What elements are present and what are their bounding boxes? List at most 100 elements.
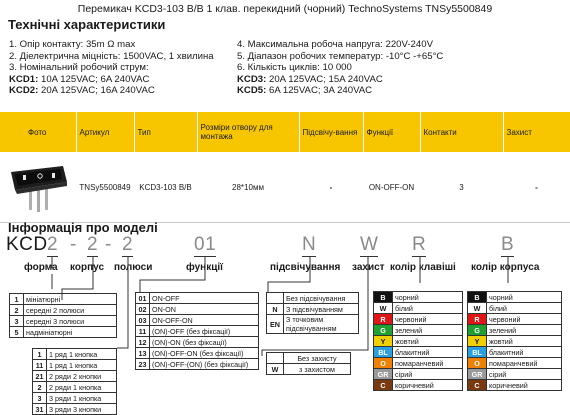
table-cell: Без підсвічування	[283, 292, 359, 304]
body-color-name: чорний	[486, 291, 562, 303]
header-type: Тип	[134, 112, 198, 152]
table-cell: 1 ряд 1 кнопка	[46, 359, 117, 371]
table-cell: 31	[32, 403, 47, 415]
body-color-swatch: C	[467, 379, 487, 391]
table-row: GR сірий	[467, 368, 562, 380]
table-cell: N	[266, 303, 284, 315]
body-color-name: червоний	[486, 313, 562, 325]
cell-type: KCD3-103 B/B	[134, 152, 197, 223]
header-backlight: Підсвічу-вання	[299, 112, 364, 152]
body-color-name: помаранчевий	[486, 357, 562, 369]
specs-left: 1. Опір контакту: 35m Ω max 2. Діелектри…	[9, 39, 239, 97]
spec-line: 4. Максимальна робоча напруга: 220V-240V	[237, 39, 433, 50]
table-cell: 13	[135, 347, 150, 359]
table-row: Без підсвічування	[266, 292, 359, 304]
body-color-swatch: GR	[467, 368, 487, 380]
label-form: форма	[24, 262, 58, 273]
table-row: TNSy5500849 KCD3-103 B/B 28*10мм - ON-OF…	[0, 152, 570, 223]
table-row: 3 середні 3 полюси	[9, 315, 117, 327]
table-row: 11 (ON)-OFF (без фіксації)	[135, 325, 259, 337]
key-color-swatch: O	[373, 357, 393, 369]
table-cell: (ON)-OFF-ON (без фіксації)	[149, 347, 259, 359]
table-row: 23 (ON)-OFF-(ON) (без фіксації)	[135, 358, 259, 370]
table-row: 01 ON-OFF	[135, 292, 259, 304]
table-cell: 01	[135, 292, 150, 304]
key-color-name: чорний	[392, 291, 463, 303]
body-color-name: сірий	[486, 368, 562, 380]
table-cell: 2 ряди 2 кнопки	[46, 370, 117, 382]
header-photo: Фото	[0, 112, 77, 152]
body-color-name: зелений	[486, 324, 562, 336]
rocker-switch-image	[11, 166, 67, 212]
key-color-name: коричневий	[392, 379, 463, 391]
table-row: 21 2 ряди 2 кнопки	[32, 370, 117, 382]
table-cell: 11	[135, 325, 150, 337]
header-function: Функції	[363, 112, 421, 152]
table-row: 1 мініатюрні	[9, 293, 117, 305]
label-poles: полюси	[114, 262, 153, 273]
table-cell	[266, 292, 284, 304]
cell-contacts: 3	[420, 152, 503, 223]
table-cell: середні 2 полюси	[23, 304, 117, 316]
table-row: 12 (ON)-ON (без фіксації)	[135, 336, 259, 348]
table-cell: 1	[9, 293, 24, 305]
table-cell: З підсвічуванням	[283, 303, 359, 315]
table-cell: 3	[9, 315, 24, 327]
table-row: 2 середні 2 полюси	[9, 304, 117, 316]
specs-heading: Технічні характеристики	[8, 17, 166, 32]
label-function: функції	[186, 262, 223, 273]
product-photo	[0, 152, 76, 223]
body-color-name: блакитний	[486, 346, 562, 358]
form-table: 1 мініатюрні 2 середні 2 полюси 3 середні 3…	[9, 293, 117, 338]
table-cell: 5	[9, 326, 24, 338]
cell-size: 28*10мм	[197, 152, 299, 223]
body-color-swatch: R	[467, 313, 487, 325]
cell-article: TNSy5500849	[76, 152, 134, 223]
body-color-swatch: B	[467, 291, 487, 303]
table-row: 02 ON-ON	[135, 303, 259, 315]
table-header-row: Фото Артикул Тип Розміри отвору для монт…	[0, 112, 570, 152]
table-cell: 12	[135, 336, 150, 348]
body-color-name: коричневий	[486, 379, 562, 391]
table-row: 03 ON-OFF-ON	[135, 314, 259, 326]
label-key-color: колір клавіші	[390, 262, 456, 273]
table-cell: 1 ряд 1 кнопка	[46, 348, 117, 360]
code-form: 2	[47, 234, 59, 257]
table-row: EN З точковим підсвічуванням	[266, 314, 359, 334]
key-color-swatch: G	[373, 324, 393, 336]
key-color-name: білий	[392, 302, 463, 314]
cell-backlight: -	[299, 152, 363, 223]
table-cell: ON-OFF-ON	[149, 314, 259, 326]
table-cell: 02	[135, 303, 150, 315]
key-color-name: зелений	[392, 324, 463, 336]
table-cell: 2	[32, 381, 47, 393]
table-cell: 3	[32, 392, 47, 404]
table-cell: ON-ON	[149, 303, 259, 315]
code-backlight: N	[302, 234, 317, 257]
table-row: 31 3 ряди 3 кнопки	[32, 403, 117, 415]
table-cell: надмініатюрні	[23, 326, 117, 338]
table-cell: 21	[32, 370, 47, 382]
key-color-name: блакитний	[392, 346, 463, 358]
table-cell: 03	[135, 314, 150, 326]
label-body: корпус	[70, 262, 105, 273]
key-color-swatch: C	[373, 379, 393, 391]
spec-line: 2. Діелектрична міцність: 1500VAC, 1 хви…	[9, 50, 214, 62]
table-cell: 3 ряди 3 кнопки	[46, 403, 117, 415]
table-cell: 11	[32, 359, 47, 371]
code-kcd: KCD	[6, 234, 48, 255]
page-title: Перемикач KCD3-103 B/B 1 клав. перекидни…	[77, 3, 493, 15]
functions-table: 01 ON-OFF 02 ON-ON 03 ON-OFF-ON 11 (ON)-OFF …	[135, 292, 259, 370]
